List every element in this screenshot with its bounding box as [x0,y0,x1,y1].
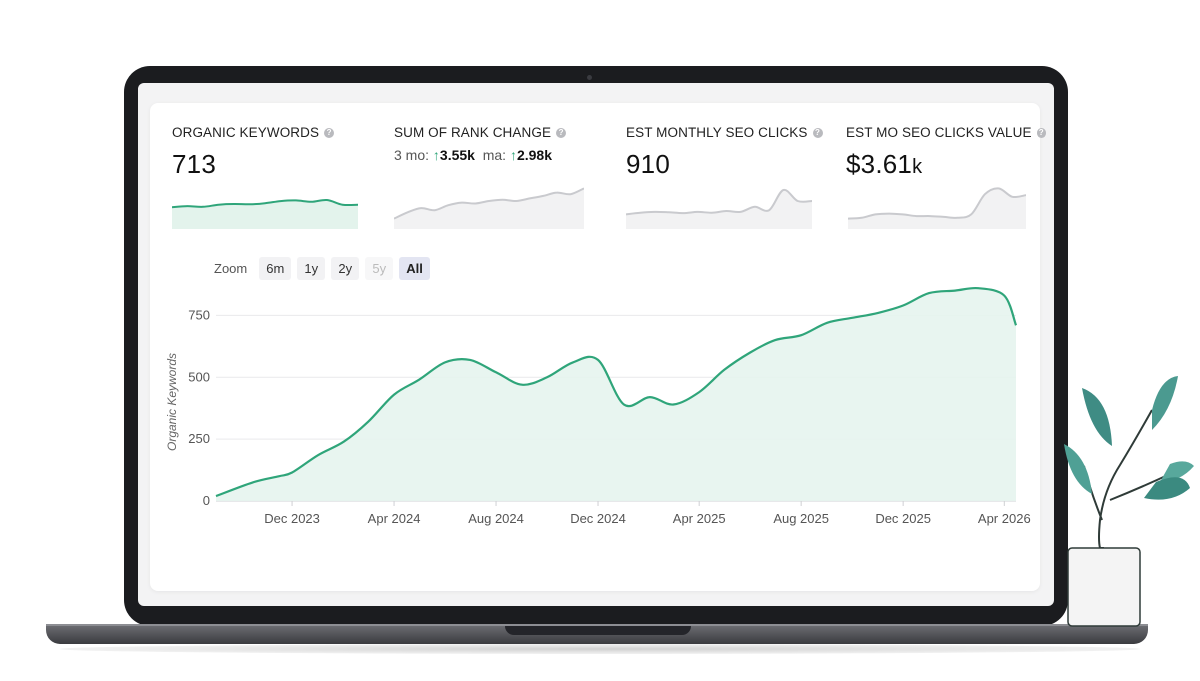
sparkline-rank-change [394,187,584,229]
ma-label: ma: [482,147,507,163]
sparkline-seo-clicks-value [848,187,1026,229]
metric-value-unit: k [912,156,923,178]
y-tick-label: 500 [188,369,210,384]
zoom-2y-button[interactable]: 2y [331,257,360,280]
y-tick-label: 750 [188,307,210,322]
camera-dot [587,75,592,80]
help-icon[interactable]: ? [812,127,823,138]
sparkline-organic-keywords [172,198,358,229]
three-month-value: 3.55k [439,147,475,163]
arrow-up-icon: ↑ [432,147,440,163]
x-tick-label: Dec 2025 [875,511,931,526]
metric-sum-rank-change: SUM OF RANK CHANGE ? 3 mo: ↑3.55k ma: ↑2… [394,125,594,163]
metric-title: EST MONTHLY SEO CLICKS [626,125,808,140]
y-tick-label: 250 [188,431,210,446]
zoom-6m-button[interactable]: 6m [259,257,292,280]
x-tick-label: Apr 2026 [978,511,1031,526]
x-tick-label: Apr 2024 [368,511,421,526]
metric-value-number: $3.61 [846,149,913,179]
laptop-notch [505,626,691,635]
metric-value: 910 [626,149,670,179]
help-icon[interactable]: ? [556,127,567,138]
metric-est-monthly-seo-clicks: EST MONTHLY SEO CLICKS ? 910 [626,125,826,180]
sparkline-area [626,189,812,229]
y-tick-label: 0 [203,493,210,508]
laptop-screen: ORGANIC KEYWORDS ? 713 SUM OF RANK CHANG… [138,83,1054,606]
sparkline-line [394,187,584,220]
series-line [215,286,1018,498]
help-icon[interactable]: ? [324,127,335,138]
sparkline-line [626,188,812,216]
metric-organic-keywords: ORGANIC KEYWORDS ? 713 [172,125,372,180]
sparkline-area [172,199,358,229]
y-axis-label: Organic Keywords [165,353,179,451]
rank-change-summary: 3 mo: ↑3.55k ma: ↑2.98k [394,147,594,163]
metric-value: $3.61k [846,149,1046,180]
laptop-base [46,626,1148,644]
sparkline-line [172,198,358,209]
zoom-all-button[interactable]: All [399,257,430,280]
x-tick-label: Apr 2025 [673,511,726,526]
x-tick-label: Aug 2025 [773,511,829,526]
dashboard-panel: ORGANIC KEYWORDS ? 713 SUM OF RANK CHANG… [150,103,1046,591]
ma-value: 2.98k [516,147,553,163]
metric-est-mo-seo-clicks-value: EST MO SEO CLICKS VALUE ? $3.61k [846,125,1046,180]
metric-title: SUM OF RANK CHANGE [394,125,552,140]
metric-title: ORGANIC KEYWORDS [172,125,320,140]
zoom-controls: Zoom 6m 1y 2y 5y All [214,257,430,280]
sparkline-area [848,188,1026,229]
arrow-up-icon: ↑ [509,147,517,163]
metric-title: EST MO SEO CLICKS VALUE [846,125,1032,140]
x-tick-label: Aug 2024 [468,511,524,526]
plant-decoration [1064,376,1194,627]
zoom-5y-button[interactable]: 5y [365,257,394,280]
zoom-1y-button[interactable]: 1y [297,257,326,280]
three-month-label: 3 mo: [394,147,430,163]
sparkline-area [394,188,584,229]
sparkline-line [848,187,1026,220]
sparkline-seo-clicks [626,188,812,229]
organic-keywords-chart: 0 250 500 750 Organic Keywords Dec 2023 Apr 20… [165,286,1031,526]
x-tick-label: Dec 2024 [570,511,626,526]
zoom-label: Zoom [214,261,248,276]
help-icon[interactable]: ? [1036,127,1046,138]
laptop-shadow [60,644,1140,654]
x-tick-label: Dec 2023 [264,511,320,526]
metric-value: 713 [172,149,216,179]
